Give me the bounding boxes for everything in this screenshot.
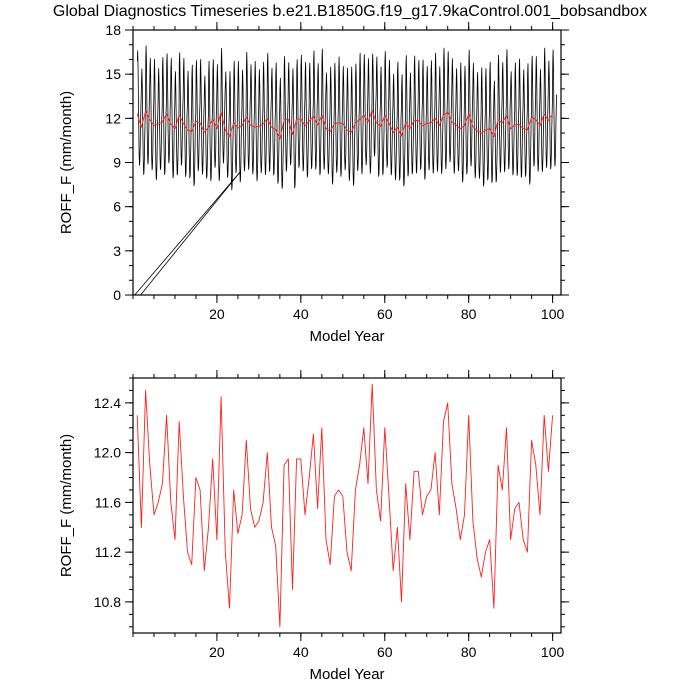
x-tick-label: 80: [461, 644, 477, 660]
x-axis-label: Model Year: [309, 666, 384, 683]
x-tick-label: 20: [209, 306, 225, 322]
y-tick-label: 0: [113, 287, 121, 303]
y-tick-label: 11.6: [95, 494, 121, 510]
x-tick-label: 100: [541, 644, 565, 660]
x-tick-label: 40: [293, 644, 309, 660]
x-tick-label: 20: [209, 644, 225, 660]
y-axis-label: ROFF_F (mm/month): [58, 434, 75, 577]
x-axis-label: Model Year: [309, 328, 384, 345]
y-tick-label: 12.0: [94, 445, 121, 461]
y-tick-label: 11.2: [95, 544, 121, 560]
y-tick-label: 6: [113, 199, 121, 215]
x-tick-label: 80: [461, 306, 477, 322]
x-tick-label: 40: [293, 306, 309, 322]
y-tick-label: 3: [113, 243, 121, 259]
plot-frame: [132, 377, 562, 634]
series-spinup-ramp-b: [140, 171, 241, 296]
x-tick-label: 60: [377, 306, 393, 322]
annual-mean-panel: 20 40 60 80 100 10.8 11.2 11.6 12.0 12.4 Model Yea…: [58, 370, 569, 683]
y-tick-label: 18: [105, 22, 121, 38]
y-axis-label: ROFF_F (mm/month): [58, 91, 75, 234]
x-tick-label: 100: [541, 306, 565, 322]
series-annual-mean-ROFF_F: [136, 383, 554, 628]
x-tick-label: 60: [377, 644, 393, 660]
monthly-timeseries-panel: 20 40 60 80 100 0 3 6 9 12 15 18 Model Year ROFF_F (m…: [58, 22, 569, 345]
y-tick-label: 10.8: [94, 594, 121, 610]
y-tick-label: 9: [113, 155, 121, 171]
y-tick-label: 12.4: [94, 395, 121, 411]
y-tick-label: 15: [105, 66, 121, 82]
series-monthly-ROFF_F: [137, 45, 557, 191]
plot-title: Global Diagnostics Timeseries b.e21.B185…: [52, 3, 648, 20]
y-tick-label: 12: [105, 110, 121, 126]
series-annual-mean-ROFF_F: [136, 109, 553, 140]
series-spinup-ramp-a: [134, 171, 241, 296]
